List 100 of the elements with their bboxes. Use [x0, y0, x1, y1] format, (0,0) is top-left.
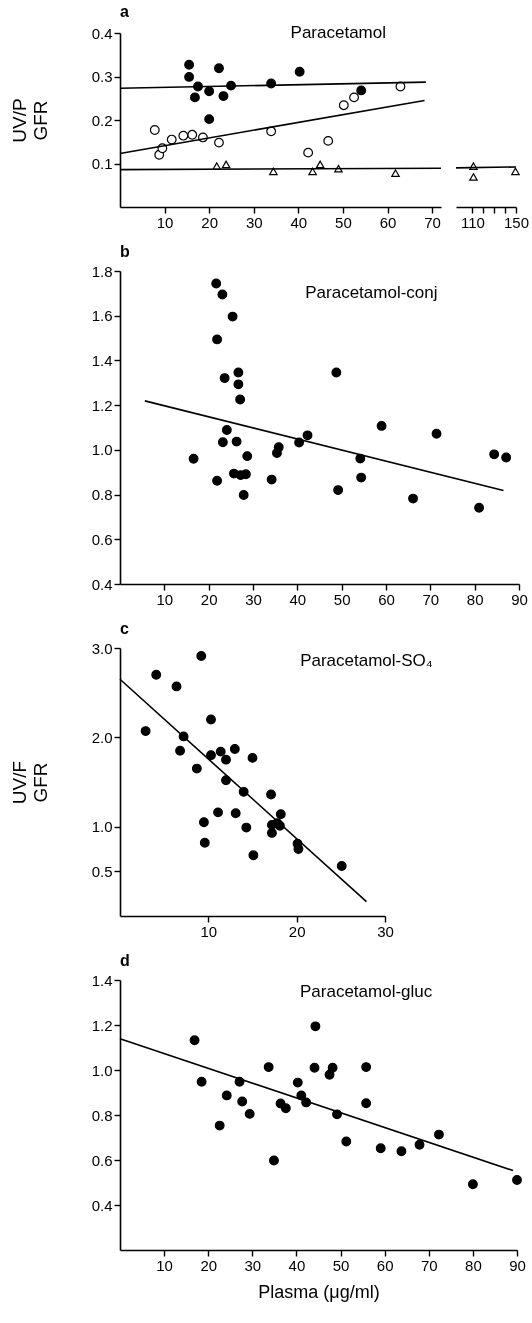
x-tick-label: 110: [460, 213, 485, 231]
y-tick-label: 0.4: [91, 1196, 113, 1214]
y-tick-label: 0.6: [91, 1151, 113, 1169]
annotation: Paracetamol: [290, 23, 386, 42]
point: [235, 394, 246, 405]
annotation: Paracetamol-gluc: [300, 982, 433, 1001]
point: [211, 278, 222, 289]
y-tick-label: 0.6: [91, 530, 113, 548]
x-tick-label: 60: [378, 590, 395, 608]
point: [217, 437, 228, 448]
point: [227, 311, 238, 322]
point: [189, 1035, 200, 1046]
x-tick-label: 20: [200, 590, 218, 608]
x-tick-label: 20: [201, 213, 219, 231]
y-tick-label: 0.8: [91, 486, 113, 504]
point: [327, 1062, 338, 1073]
x-tick-label: 30: [244, 1256, 262, 1274]
point: [166, 134, 177, 145]
y-tick-label: 1.2: [91, 396, 113, 414]
y-axis-title: UV/P GFR: [8, 98, 51, 143]
point: [178, 130, 189, 141]
point: [191, 763, 202, 774]
point: [263, 1062, 274, 1072]
y-tick-label: 1.0: [91, 818, 113, 836]
point: [431, 428, 442, 439]
point: [213, 807, 223, 818]
x-tick-label: 10: [156, 590, 174, 608]
point: [242, 451, 253, 462]
x-tick-label: 40: [289, 590, 307, 608]
point: [204, 114, 215, 125]
point: [391, 169, 400, 177]
point: [280, 1103, 291, 1114]
y-tick-label: 1.0: [91, 441, 113, 459]
y-tick-label: 1.2: [91, 1016, 113, 1034]
point: [308, 167, 317, 176]
point: [196, 1076, 207, 1087]
point: [233, 379, 244, 390]
point: [310, 1021, 321, 1032]
x-tick-label: 10: [156, 213, 174, 231]
point: [333, 485, 344, 496]
annotation: Paracetamol-conj: [305, 283, 438, 302]
point: [433, 1129, 444, 1140]
annotation: Paracetamol-SO₄: [300, 651, 433, 670]
point: [221, 754, 231, 765]
point: [184, 59, 195, 70]
y-tick-label: 0.5: [91, 862, 113, 880]
point: [356, 472, 367, 483]
y-tick-label: 1.8: [91, 262, 113, 280]
y-tick-label: 1.4: [91, 351, 113, 369]
x-tick-label: 150: [503, 213, 530, 231]
point: [219, 373, 230, 384]
x-tick-label: 70: [424, 213, 441, 231]
point: [214, 1120, 225, 1131]
point: [206, 714, 216, 725]
x-tick-label: 50: [335, 213, 352, 231]
point: [196, 651, 207, 661]
x-tick-label: 20: [288, 922, 306, 940]
point: [501, 452, 512, 463]
chart-title: a: [120, 3, 129, 20]
point: [214, 63, 224, 74]
point: [175, 745, 185, 756]
point: [323, 135, 334, 146]
x-tick-label: 40: [290, 213, 308, 231]
point: [303, 147, 314, 158]
x-axis-title: Plasma (μg/ml): [258, 1281, 380, 1302]
point: [356, 85, 367, 96]
chart-title: d: [120, 952, 130, 969]
point: [237, 1096, 248, 1107]
point: [215, 746, 226, 757]
x-tick-label: 80: [465, 1256, 482, 1274]
point: [349, 92, 359, 103]
point: [229, 744, 240, 754]
point: [266, 126, 277, 137]
x-tick-label: 40: [288, 1256, 306, 1274]
x-tick-label: 30: [245, 590, 262, 608]
point: [361, 1098, 372, 1109]
x-tick-label: 50: [333, 590, 351, 608]
point: [189, 92, 200, 103]
point: [294, 66, 305, 77]
y-tick-label: 1.6: [91, 307, 113, 325]
chart-title: c: [120, 620, 129, 637]
point: [184, 72, 195, 82]
point: [315, 160, 325, 169]
x-tick-label: 30: [245, 213, 263, 231]
point: [248, 850, 259, 861]
point: [221, 160, 231, 169]
point: [247, 752, 258, 763]
point: [293, 844, 304, 854]
y-tick-label: 2.0: [91, 728, 113, 746]
point: [171, 681, 182, 692]
point: [361, 1062, 372, 1072]
point: [244, 1108, 255, 1119]
point: [241, 822, 252, 833]
chart-title: b: [120, 243, 130, 260]
point: [212, 475, 223, 486]
point: [233, 367, 244, 378]
point: [376, 421, 387, 431]
point: [231, 436, 242, 447]
point: [467, 1179, 478, 1190]
point: [187, 129, 198, 140]
